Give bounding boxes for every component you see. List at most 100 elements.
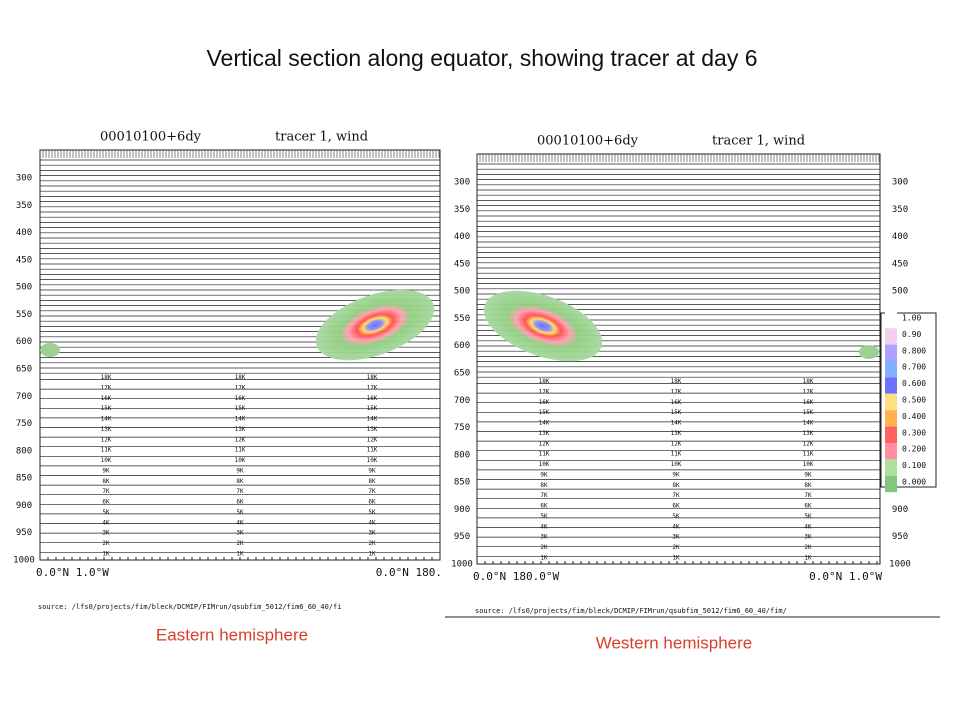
level-label: 17K: [101, 384, 112, 391]
level-label: 17K: [671, 388, 682, 395]
level-label: 3K: [102, 530, 110, 537]
level-label: 5K: [540, 513, 548, 520]
colorbar-label: 0.300: [902, 428, 926, 437]
level-label: 8K: [540, 482, 548, 489]
plot-frame: [476, 153, 881, 565]
level-label: 13K: [235, 426, 246, 433]
level-label: 5K: [672, 513, 680, 520]
level-label: 7K: [236, 488, 244, 495]
x-label-left: 0.0°N 180.0°W: [473, 570, 559, 583]
level-label: 1K: [368, 551, 376, 558]
colorbar-swatch: [885, 443, 897, 460]
y-axis-label: 800: [454, 450, 470, 460]
level-label: 1K: [540, 555, 548, 562]
level-label: 9K: [672, 471, 680, 478]
x-label-right: 0.0°N 180.: [376, 566, 442, 579]
plot-panel: 00010100+6dy tracer 1, wind 300 350 400 450 50…: [451, 134, 911, 653]
y-axis-label: 800: [16, 446, 32, 456]
y-axis-label: 400: [454, 232, 470, 242]
level-label: 10K: [235, 457, 246, 464]
level-label: 7K: [540, 492, 548, 499]
level-label: 11K: [367, 447, 378, 454]
level-label: 4K: [804, 523, 812, 530]
colorbar-swatch: [885, 361, 897, 378]
y-axis-label: 700: [16, 392, 32, 402]
colorbar-swatch: [885, 393, 897, 411]
y-axis-label: 350: [454, 205, 470, 215]
source-path: source: /lfs0/projects/fim/bleck/DCMIP/F…: [38, 603, 341, 611]
level-label: 16K: [539, 399, 550, 406]
level-label: 11K: [101, 447, 112, 454]
level-label: 14K: [539, 420, 550, 427]
level-label: 2K: [236, 540, 244, 547]
level-label: 16K: [803, 399, 814, 406]
level-label: 11K: [235, 447, 246, 454]
level-label: 13K: [803, 430, 814, 437]
colorbar-label: 0.500: [902, 396, 926, 405]
level-label: 1K: [236, 551, 244, 558]
y-axis-label: 1000: [13, 556, 35, 566]
level-label: 3K: [236, 530, 244, 537]
colorbar-swatch: [885, 377, 897, 394]
x-label-right: 0.0°N 1.0°W: [809, 570, 882, 583]
level-label: 14K: [803, 420, 814, 427]
level-label: 6K: [540, 503, 548, 510]
y-axis-label-right: 950: [892, 532, 908, 542]
level-label: 8K: [236, 478, 244, 485]
y-axis-label: 350: [16, 201, 32, 211]
level-label: 4K: [236, 519, 244, 526]
level-label: 12K: [235, 436, 246, 443]
y-axis-label: 650: [16, 365, 32, 375]
level-label: 6K: [368, 499, 376, 506]
y-axis-label-right: 500: [892, 287, 908, 297]
level-label: 7K: [368, 488, 376, 495]
level-label: 18K: [539, 378, 550, 385]
level-label: 9K: [102, 467, 110, 474]
colorbar-swatch: [885, 328, 897, 345]
level-label: 15K: [101, 405, 112, 412]
level-label: 5K: [804, 513, 812, 520]
colorbar-label: 0.90: [902, 330, 921, 339]
plot-field: tracer 1, wind: [275, 130, 368, 145]
level-label: 7K: [804, 492, 812, 499]
level-label: 6K: [236, 499, 244, 506]
level-label: 4K: [102, 519, 110, 526]
y-axis-label: 850: [454, 478, 470, 488]
level-label: 5K: [368, 509, 376, 516]
y-axis-label-right: 1000: [889, 560, 911, 570]
tracer-blob: [315, 289, 435, 361]
level-label: 12K: [367, 436, 378, 443]
colorbar-label: 0.000: [902, 478, 926, 487]
level-label: 2K: [540, 544, 548, 551]
colorbar-swatch: [885, 475, 897, 493]
level-label: 6K: [672, 503, 680, 510]
level-label: 16K: [101, 395, 112, 402]
colorbar-label: 0.600: [902, 379, 926, 388]
level-label: 4K: [540, 523, 548, 530]
y-axis-label: 750: [16, 419, 32, 429]
tracer-blob: [40, 343, 60, 357]
level-label: 6K: [804, 503, 812, 510]
y-axis-label: 950: [454, 532, 470, 542]
level-label: 3K: [804, 534, 812, 541]
level-label: 2K: [368, 540, 376, 547]
y-axis-label-right: 300: [892, 178, 908, 188]
level-label: 16K: [235, 395, 246, 402]
caption: Western hemisphere: [596, 633, 753, 652]
y-axis-label: 500: [16, 283, 32, 293]
level-label: 10K: [671, 461, 682, 468]
colorbar-swatch: [885, 410, 897, 427]
tracer-blob: [859, 345, 879, 359]
source-path: source: /lfs0/projects/fim/bleck/DCMIP/F…: [475, 607, 787, 615]
level-label: 13K: [671, 430, 682, 437]
level-label: 16K: [367, 395, 378, 402]
plot-panel: 00010100+6dy tracer 1, wind 300 350 400 450 50…: [13, 130, 442, 645]
level-label: 18K: [101, 374, 112, 381]
level-label: 10K: [367, 457, 378, 464]
y-axis-label: 300: [16, 174, 32, 184]
level-label: 2K: [672, 544, 680, 551]
y-axis-label-right: 400: [892, 232, 908, 242]
colorbar-label: 0.400: [902, 412, 926, 421]
y-axis-label: 550: [454, 314, 470, 324]
level-label: 9K: [368, 467, 376, 474]
